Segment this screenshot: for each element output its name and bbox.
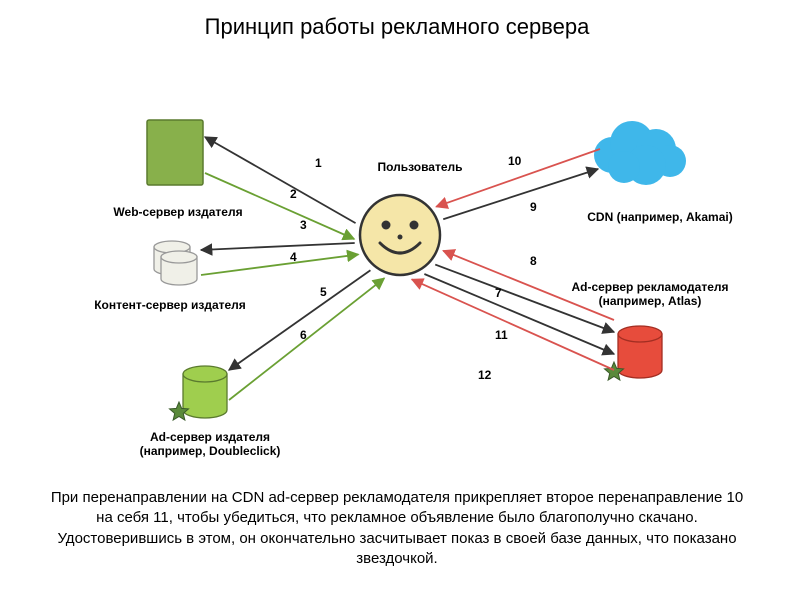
- node-label-content: Контент-сервер издателя: [90, 298, 250, 312]
- edge-label-10: 10: [508, 154, 521, 168]
- node-label-adv_ad: Ad-сервер рекламодателя (например, Atlas…: [560, 280, 740, 309]
- edge-label-1: 1: [315, 156, 322, 170]
- edge-label-12: 12: [478, 368, 491, 382]
- edge-label-4: 4: [290, 250, 297, 264]
- page-title: Принцип работы рекламного сервера: [0, 0, 794, 40]
- diagram-canvas: Пользователь Web-сервер издателя Контент-с…: [0, 60, 794, 480]
- diagram-svg: [0, 60, 794, 480]
- edge-label-9: 9: [530, 200, 537, 214]
- edge-label-6: 6: [300, 328, 307, 342]
- node-label-user: Пользователь: [375, 160, 465, 174]
- node-label-cdn: CDN (например, Akamai): [580, 210, 740, 224]
- edge-label-3: 3: [300, 218, 307, 232]
- node-label-web: Web-сервер издателя: [108, 205, 248, 219]
- edge-label-11: 11: [495, 328, 508, 342]
- edge-label-7: 7: [495, 286, 502, 300]
- edge-label-8: 8: [530, 254, 537, 268]
- edge-label-2: 2: [290, 187, 297, 201]
- caption-text: При перенаправлении на CDN ad-сервер рек…: [30, 482, 764, 575]
- node-label-pub_ad: Ad-сервер издателя (например, Doubleclic…: [120, 430, 300, 459]
- edge-label-5: 5: [320, 285, 327, 299]
